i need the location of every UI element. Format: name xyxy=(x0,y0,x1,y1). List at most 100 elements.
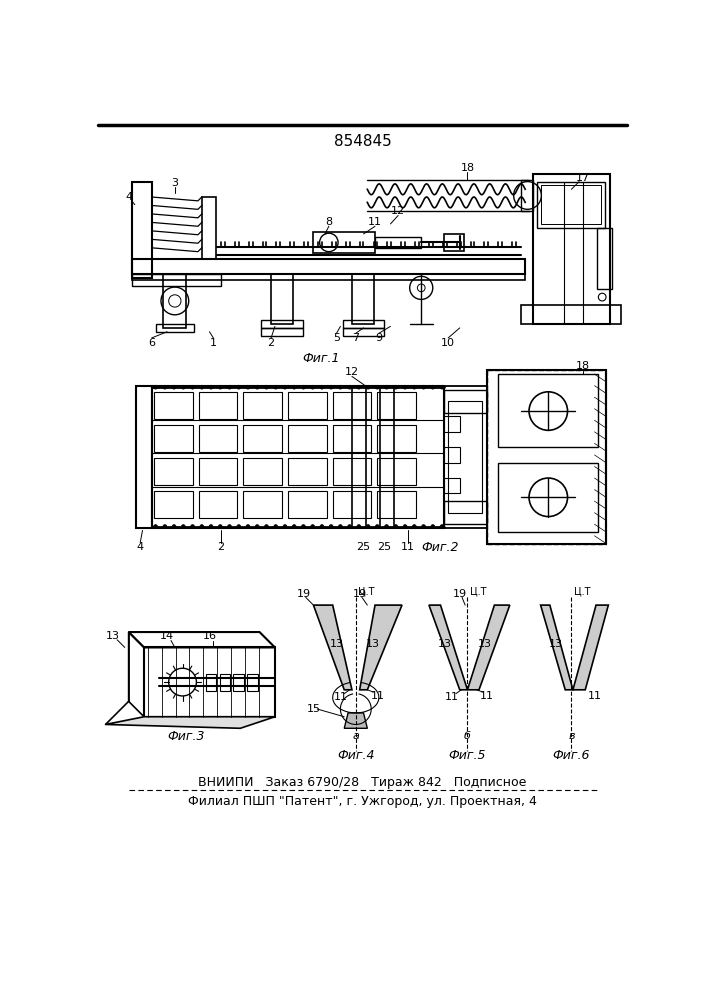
Text: 16: 16 xyxy=(202,631,216,641)
Bar xyxy=(444,389,486,413)
Bar xyxy=(521,180,533,211)
Circle shape xyxy=(218,385,222,389)
Circle shape xyxy=(329,525,333,528)
Circle shape xyxy=(385,525,389,528)
Text: 13: 13 xyxy=(438,639,451,649)
Circle shape xyxy=(182,385,185,389)
Circle shape xyxy=(153,385,158,389)
Circle shape xyxy=(228,525,231,528)
Circle shape xyxy=(403,385,407,389)
Bar xyxy=(375,237,421,248)
Bar xyxy=(152,386,444,528)
Bar xyxy=(154,458,192,485)
Text: 1: 1 xyxy=(210,338,217,348)
Bar xyxy=(541,185,601,224)
Circle shape xyxy=(200,385,204,389)
Text: 13: 13 xyxy=(549,639,563,649)
Bar xyxy=(498,463,598,532)
Circle shape xyxy=(366,525,370,528)
Text: Филиал ПШП "Патент", г. Ужгород, ул. Проектная, 4: Филиал ПШП "Патент", г. Ужгород, ул. Про… xyxy=(187,795,537,808)
Text: 9: 9 xyxy=(375,333,382,343)
Circle shape xyxy=(320,525,324,528)
Text: 12: 12 xyxy=(345,367,359,377)
Circle shape xyxy=(191,525,194,528)
Text: 2: 2 xyxy=(218,542,225,552)
Bar xyxy=(333,392,371,419)
Text: 12: 12 xyxy=(391,206,405,216)
Bar xyxy=(444,447,460,463)
Circle shape xyxy=(209,525,213,528)
Bar xyxy=(243,392,282,419)
Bar xyxy=(243,491,282,518)
Bar xyxy=(486,370,606,544)
Bar xyxy=(352,274,373,324)
Bar xyxy=(537,182,604,228)
Circle shape xyxy=(440,385,444,389)
Bar xyxy=(271,274,293,324)
Circle shape xyxy=(311,525,315,528)
Circle shape xyxy=(421,385,426,389)
Circle shape xyxy=(172,525,176,528)
Circle shape xyxy=(237,385,240,389)
Text: 11: 11 xyxy=(445,692,459,702)
Text: 13: 13 xyxy=(366,639,380,649)
Circle shape xyxy=(283,525,287,528)
Text: 19: 19 xyxy=(296,589,310,599)
Text: 18: 18 xyxy=(460,163,474,173)
Text: 6: 6 xyxy=(148,338,156,348)
Text: ВНИИПИ   Заказ 6790/28   Тираж 842   Подписное: ВНИИПИ Заказ 6790/28 Тираж 842 Подписное xyxy=(198,776,526,789)
Circle shape xyxy=(357,525,361,528)
Bar xyxy=(378,425,416,452)
Text: 4: 4 xyxy=(136,542,144,552)
Text: 7: 7 xyxy=(352,333,359,343)
Text: 17: 17 xyxy=(576,173,590,183)
Bar xyxy=(288,458,327,485)
Circle shape xyxy=(394,385,398,389)
Circle shape xyxy=(366,385,370,389)
Bar xyxy=(154,392,192,419)
Polygon shape xyxy=(429,605,467,690)
Circle shape xyxy=(394,525,398,528)
Circle shape xyxy=(320,385,324,389)
Bar xyxy=(132,259,525,274)
Text: Фиг.6: Фиг.6 xyxy=(553,749,590,762)
Circle shape xyxy=(357,385,361,389)
Circle shape xyxy=(246,525,250,528)
Bar xyxy=(288,392,327,419)
Bar xyxy=(199,458,238,485)
Circle shape xyxy=(301,525,305,528)
Bar xyxy=(288,425,327,452)
Bar xyxy=(333,458,371,485)
Text: 11: 11 xyxy=(479,691,493,701)
Bar xyxy=(243,458,282,485)
Text: б: б xyxy=(464,731,471,741)
Bar xyxy=(156,324,194,332)
Text: 13: 13 xyxy=(477,639,491,649)
Polygon shape xyxy=(360,605,402,690)
Bar xyxy=(243,425,282,452)
Polygon shape xyxy=(467,605,510,690)
Circle shape xyxy=(218,525,222,528)
Text: 11: 11 xyxy=(334,692,347,702)
Circle shape xyxy=(339,385,342,389)
Bar xyxy=(333,491,371,518)
Circle shape xyxy=(329,385,333,389)
Polygon shape xyxy=(105,717,275,728)
Polygon shape xyxy=(573,605,608,690)
Circle shape xyxy=(348,525,351,528)
Circle shape xyxy=(264,525,269,528)
Text: 11: 11 xyxy=(370,691,385,701)
Bar xyxy=(132,274,221,286)
Polygon shape xyxy=(541,605,573,690)
Bar xyxy=(444,501,486,524)
Bar xyxy=(343,320,385,328)
Text: Ц.Т: Ц.Т xyxy=(469,586,486,596)
Circle shape xyxy=(255,525,259,528)
Circle shape xyxy=(431,385,435,389)
Text: Ц.Т: Ц.Т xyxy=(358,586,375,596)
Bar xyxy=(448,401,482,513)
Circle shape xyxy=(182,525,185,528)
Text: 2: 2 xyxy=(267,338,274,348)
Bar xyxy=(521,305,621,324)
Circle shape xyxy=(191,385,194,389)
